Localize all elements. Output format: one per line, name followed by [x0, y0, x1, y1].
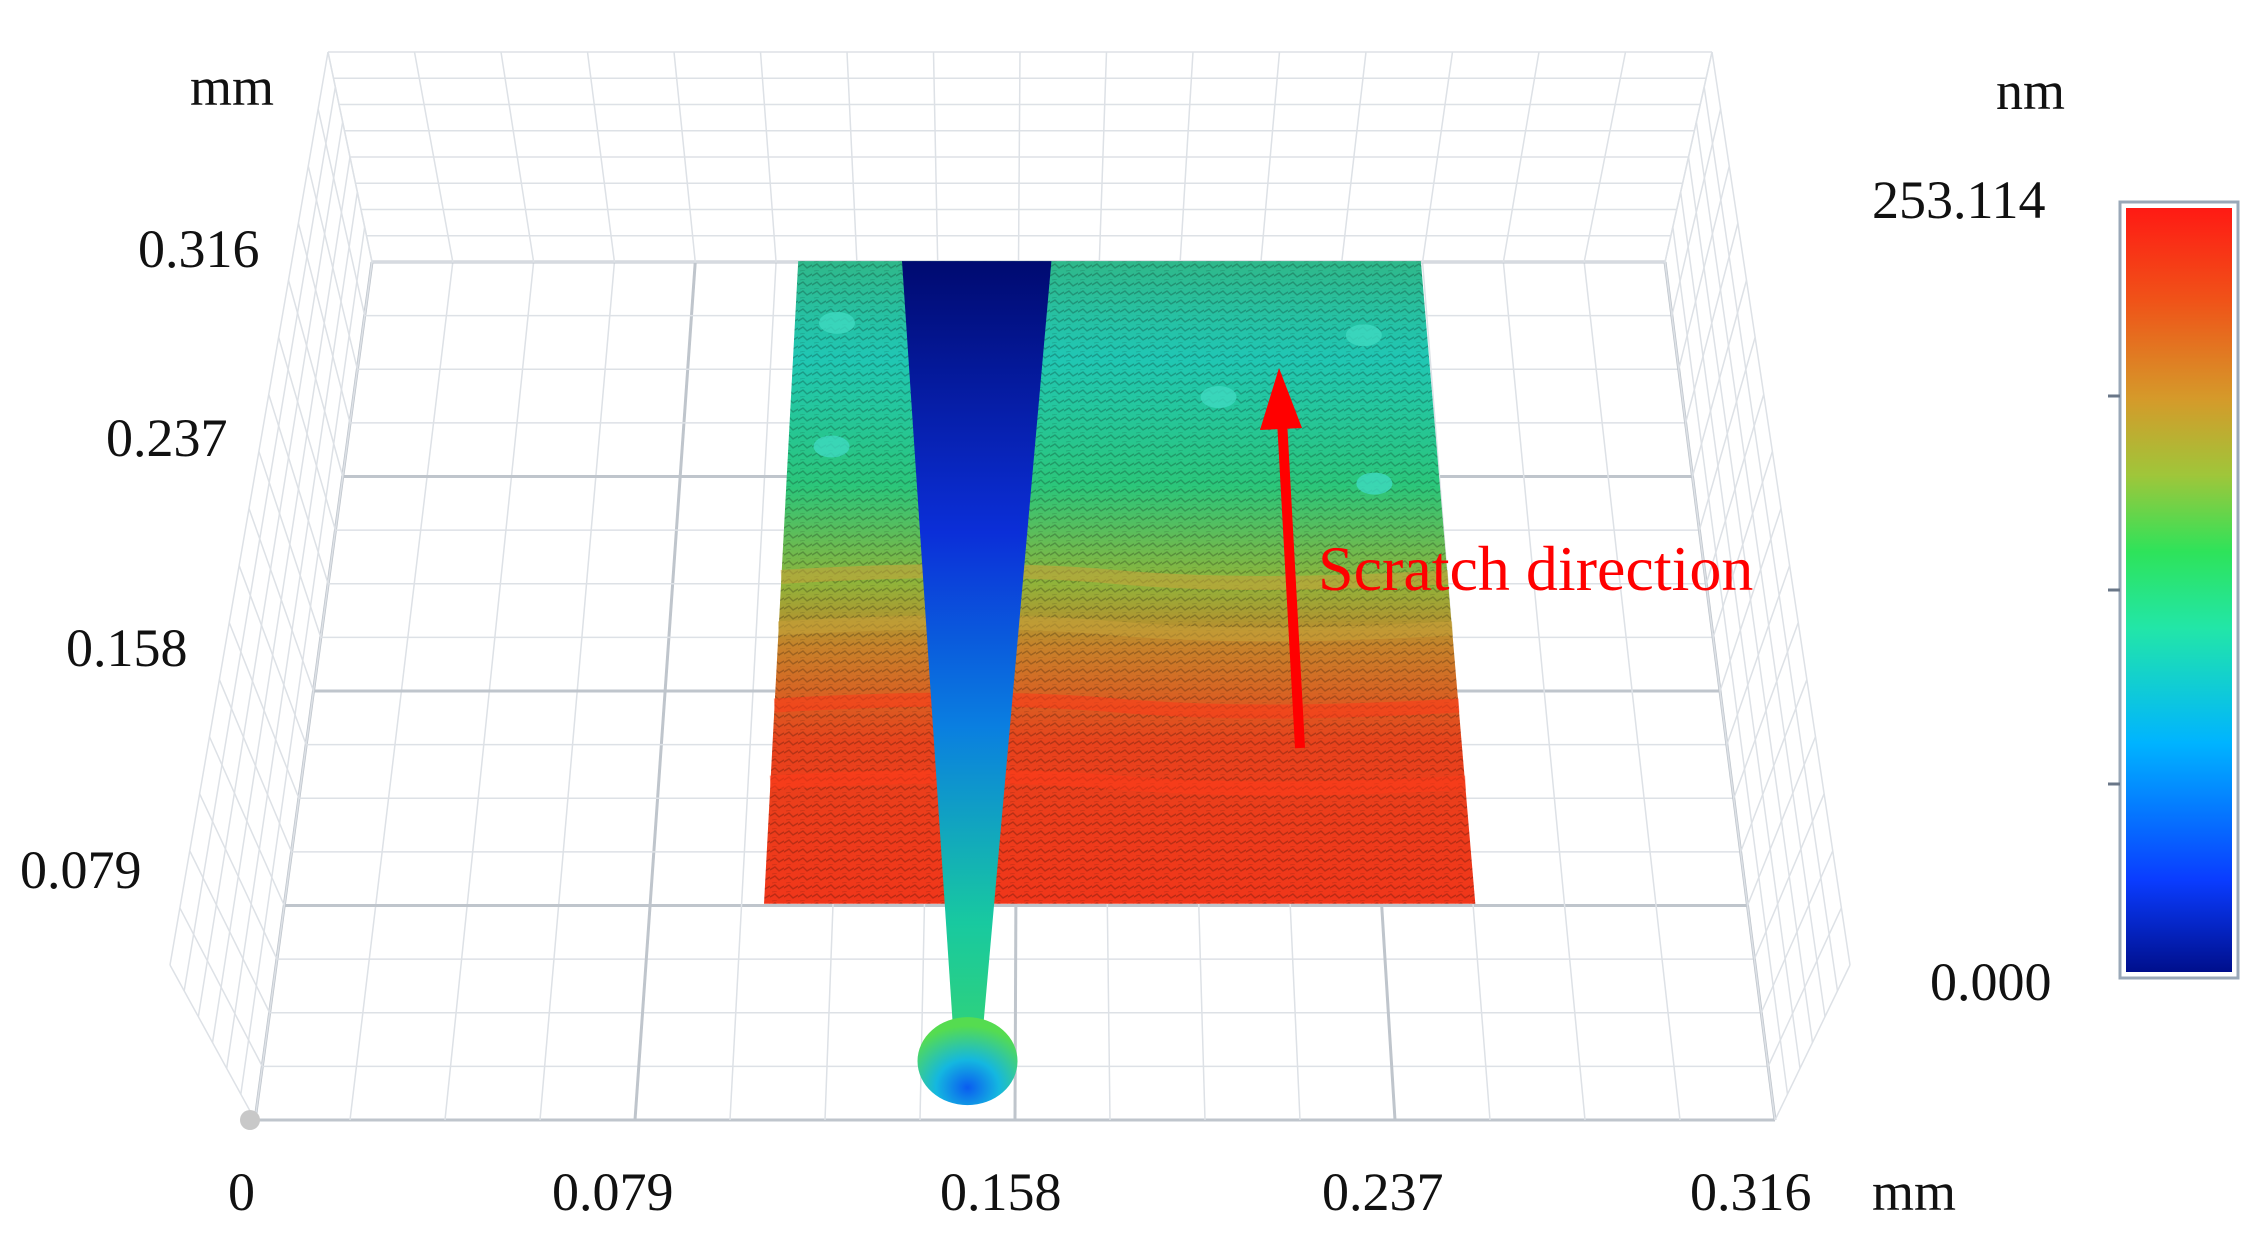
surface-bump [813, 435, 850, 458]
x-tick-label: 0.237 [1322, 1162, 1444, 1222]
rightwall-gridline [1672, 226, 1789, 1095]
y-tick-label: 0.237 [106, 408, 228, 468]
leftwall-gridline [225, 191, 359, 1069]
surface-ridge [780, 563, 1449, 590]
colorbar [2108, 200, 2240, 980]
x-axis-unit: mm [1872, 1162, 1957, 1222]
x-tick-label: 0.079 [552, 1162, 674, 1222]
surface-bump [819, 311, 856, 334]
y-tick-label: 0.079 [20, 840, 142, 900]
colorbar-unit: nm [1996, 61, 2066, 121]
arrow-head [1260, 368, 1302, 430]
surface-ridge [769, 769, 1466, 796]
y-axis-unit: mm [190, 57, 275, 117]
rightwall-gridline [1703, 86, 1839, 991]
leftwall-gridline [254, 261, 373, 1121]
x-tick-label: 0 [228, 1162, 255, 1222]
x-gridline-minor [1502, 261, 1586, 1121]
surface-ridge [773, 692, 1460, 719]
origin-point [240, 1110, 260, 1130]
scratch-groove [901, 261, 1052, 1039]
rightwall-gridline [1711, 51, 1851, 966]
x-tick-label: 0.158 [940, 1162, 1062, 1222]
surface-ridge [777, 615, 1453, 642]
scratch-arrow [1260, 368, 1305, 749]
leftwall-gridline [197, 121, 344, 1017]
leftwall-gridline [240, 226, 366, 1095]
surface-bump [1356, 472, 1393, 495]
x-gridline-minor [1583, 261, 1681, 1121]
colorbar-min-label: 0.000 [1930, 952, 2052, 1012]
scratch-direction-label: Scratch direction [1318, 533, 1754, 604]
x-tick-label: 0.316 [1690, 1162, 1812, 1222]
rightwall-gridline [1687, 156, 1814, 1043]
leftwall-gridline [211, 156, 351, 1043]
rightwall-gridline [1679, 191, 1801, 1069]
arrow-shaft [1277, 419, 1305, 749]
groove-tip [917, 1017, 1018, 1106]
rightwall-gridline [1664, 261, 1776, 1121]
rightwall-gridline [1695, 121, 1826, 1017]
y-tick-label: 0.316 [138, 219, 260, 279]
colorbar-max-label: 253.114 [1872, 170, 2046, 230]
surface-bump [1345, 324, 1382, 347]
surface-bump [1200, 386, 1237, 409]
y-tick-label: 0.158 [66, 618, 188, 678]
leftwall-gridline [183, 86, 337, 991]
colorbar-gradient [2126, 208, 2232, 972]
surface [764, 261, 1476, 1106]
leftwall-gridline [169, 51, 329, 966]
